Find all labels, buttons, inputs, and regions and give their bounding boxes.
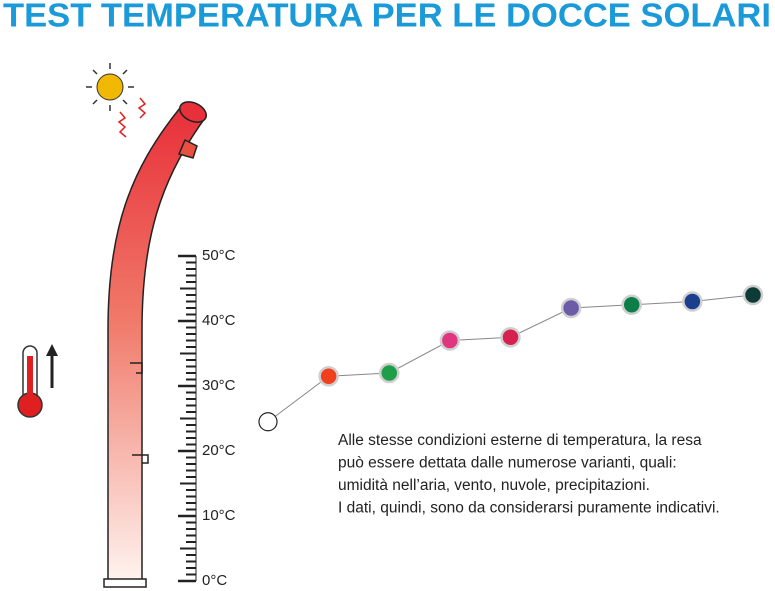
- note-line: Alle stesse condizioni esterne di temper…: [338, 432, 702, 449]
- y-tick-label: 10°C: [202, 507, 236, 524]
- point: [379, 362, 400, 384]
- y-tick-label: 30°C: [202, 377, 236, 394]
- point: [742, 284, 764, 306]
- note-line: I dati, quindi, sono da considerarsi pur…: [338, 500, 720, 517]
- note-line: può essere dettata dalle numerose varian…: [338, 455, 677, 472]
- point: [258, 412, 278, 432]
- thermometer-icon: [17, 344, 58, 418]
- note-line: umidità nell’aria, vento, nuvole, precip…: [338, 477, 650, 494]
- sun-icon: [86, 63, 147, 138]
- line: [267, 294, 754, 423]
- point: [560, 297, 582, 319]
- point: [318, 366, 339, 387]
- y-tick-label: 0°C: [202, 572, 227, 589]
- y-tick-label: 40°C: [202, 312, 236, 329]
- shower-illustration: [103, 101, 207, 588]
- point: [439, 330, 461, 351]
- chart-title: TEST TEMPERATURA PER LE DOCCE SOLARI: [3, 0, 771, 34]
- point: [500, 327, 521, 348]
- point: [682, 291, 703, 312]
- y-tick-label: 20°C: [202, 442, 236, 459]
- y-tick-label: 50°C: [202, 247, 236, 264]
- point: [621, 294, 642, 315]
